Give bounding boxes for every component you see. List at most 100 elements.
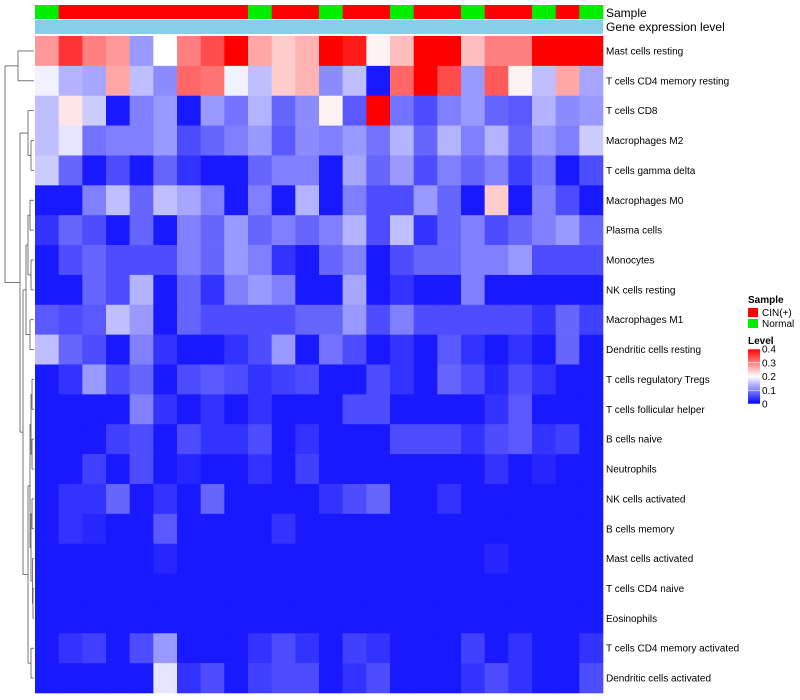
heatmap-cell: [342, 663, 367, 694]
heatmap-cell: [58, 185, 83, 216]
row-label: T cells CD4 naive: [606, 584, 685, 595]
heatmap-cell: [153, 36, 178, 67]
heatmap-cell: [342, 125, 367, 156]
heatmap-cell: [271, 573, 296, 604]
heatmap-cell: [413, 95, 438, 126]
heatmap-cell: [153, 185, 178, 216]
heatmap-cell: [153, 543, 178, 574]
heatmap-cell: [106, 95, 130, 126]
heatmap-cell: [508, 394, 533, 425]
heatmap-cell: [342, 543, 367, 574]
heatmap-cell: [484, 424, 509, 455]
heatmap-cell: [200, 394, 225, 425]
heatmap-cell: [508, 245, 533, 276]
heatmap-cell: [437, 274, 462, 306]
heatmap-cell: [413, 36, 438, 67]
heatmap-cell: [106, 155, 130, 186]
heatmap-cell: [390, 185, 414, 216]
heatmap-cell: [484, 304, 509, 335]
heatmap-cell: [129, 155, 154, 186]
level-tick-label: 0.2: [762, 372, 776, 383]
heatmap-cell: [484, 245, 509, 276]
heatmap-cell: [484, 663, 509, 694]
heatmap-cell: [437, 215, 462, 246]
heatmap-cell: [532, 185, 556, 216]
sample-legend-title: Sample: [748, 295, 784, 306]
heatmap-cell: [461, 483, 485, 515]
heatmap-cell: [82, 573, 107, 604]
heatmap-cell: [295, 304, 320, 335]
gene-expression-bar: [35, 20, 603, 34]
heatmap-cell: [532, 95, 556, 126]
heatmap-cell: [35, 36, 59, 67]
row-label: T cells regulatory Tregs: [606, 375, 710, 386]
heatmap-cell: [579, 573, 604, 604]
heatmap-cell: [319, 245, 343, 276]
heatmap-cell: [555, 274, 580, 306]
heatmap-cell: [271, 274, 296, 306]
heatmap-cell: [295, 36, 320, 67]
heatmap-cell: [224, 633, 249, 664]
heatmap-cell: [177, 483, 201, 515]
heatmap-cell: [153, 394, 178, 425]
sample-annotation-cell: [555, 5, 580, 19]
heatmap-cell: [58, 543, 83, 574]
sample-annotation-cell: [106, 5, 130, 19]
heatmap-cell: [579, 364, 604, 395]
heatmap-cell: [579, 245, 604, 276]
heatmap-cell: [532, 125, 556, 156]
heatmap-cell: [413, 334, 438, 365]
heatmap-cell: [366, 454, 391, 485]
heatmap-cell: [413, 633, 438, 664]
heatmap-cell: [200, 125, 225, 156]
heatmap-cell: [224, 215, 249, 246]
heatmap-cell: [224, 185, 249, 216]
heatmap-cell: [35, 155, 59, 186]
heatmap-cell: [555, 454, 580, 485]
heatmap-cell: [35, 603, 59, 634]
heatmap-cell: [342, 573, 367, 604]
row-label: T cells CD4 memory resting: [606, 76, 729, 87]
heatmap-cell: [555, 633, 580, 664]
heatmap-cell: [153, 334, 178, 365]
heatmap-cell: [532, 394, 556, 425]
heatmap-cell: [248, 95, 272, 126]
heatmap-cell: [177, 215, 201, 246]
heatmap-cell: [413, 513, 438, 544]
heatmap-cell: [508, 95, 533, 126]
heatmap-cell: [200, 573, 225, 604]
heatmap-cell: [153, 483, 178, 515]
heatmap-cell: [129, 633, 154, 664]
heatmap-cell: [579, 304, 604, 335]
heatmap-cell: [295, 424, 320, 455]
heatmap-cell: [106, 364, 130, 395]
heatmap-cell: [390, 603, 414, 634]
heatmap-cell: [461, 274, 485, 306]
heatmap-cell: [106, 663, 130, 694]
sample-annotation-cell: [342, 5, 367, 19]
heatmap-cell: [532, 364, 556, 395]
heatmap-cell: [248, 543, 272, 574]
heatmap-cell: [200, 245, 225, 276]
heatmap-cell: [413, 65, 438, 97]
row-label: Macrophages M0: [606, 196, 684, 207]
heatmap-cell: [413, 663, 438, 694]
heatmap-cell: [579, 274, 604, 306]
heatmap-cell: [508, 543, 533, 574]
heatmap-cell: [461, 573, 485, 604]
heatmap-cell: [295, 274, 320, 306]
row-label: NK cells resting: [606, 285, 675, 296]
heatmap-cell: [153, 215, 178, 246]
heatmap-cell: [129, 513, 154, 544]
heatmap-cell: [224, 483, 249, 515]
heatmap-cell: [484, 454, 509, 485]
heatmap-cell: [248, 424, 272, 455]
heatmap-cell: [508, 65, 533, 97]
sample-annotation-cell: [153, 5, 178, 19]
heatmap-cell: [177, 334, 201, 365]
heatmap-cell: [224, 304, 249, 335]
heatmap-cell: [177, 573, 201, 604]
row-label: Macrophages M2: [606, 136, 684, 147]
row-label: B cells memory: [606, 524, 674, 535]
heatmap-cell: [390, 633, 414, 664]
